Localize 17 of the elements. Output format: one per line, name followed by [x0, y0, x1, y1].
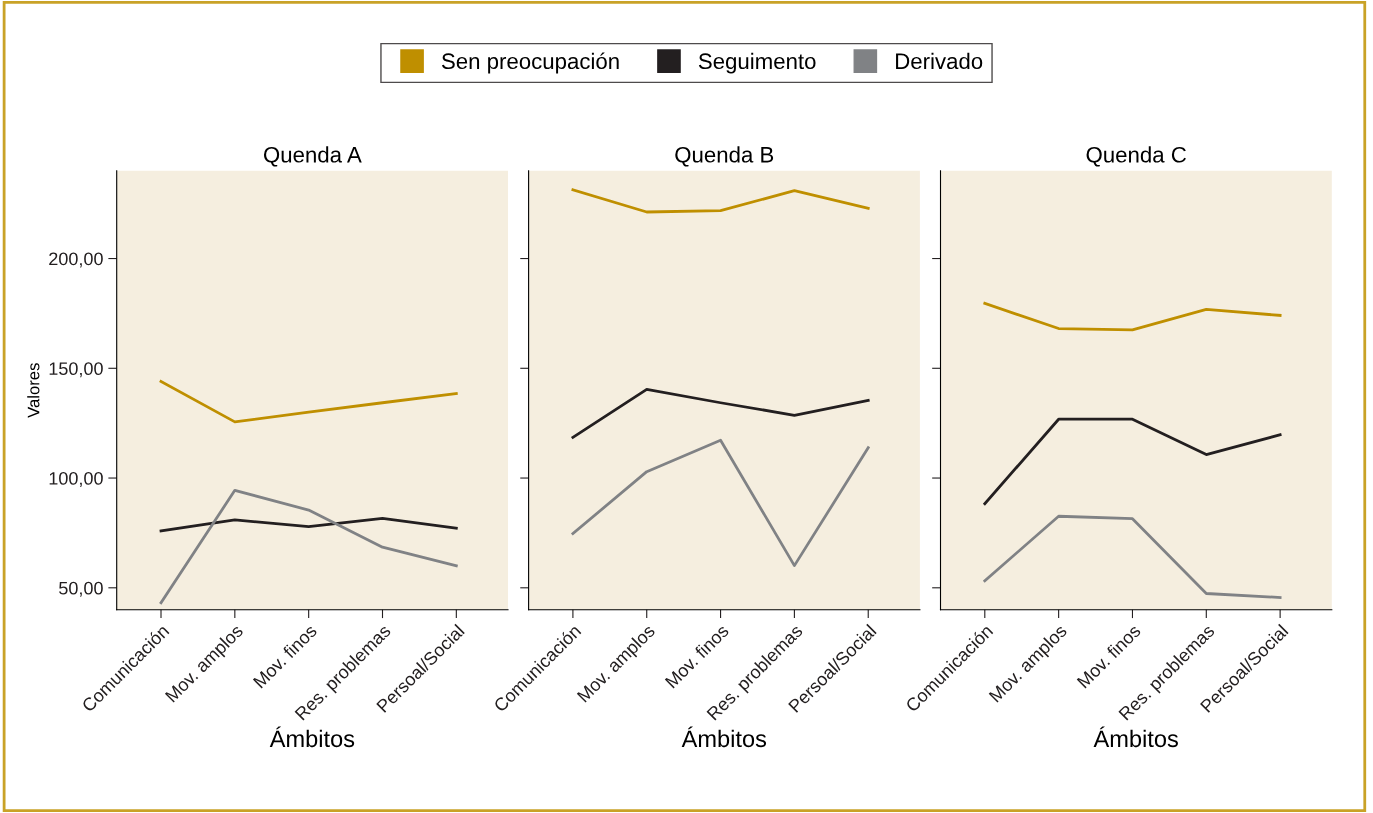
legend-label: Seguimento [698, 52, 816, 74]
line-series [159, 488, 458, 605]
y-axis-title: Valores [27, 363, 40, 418]
y-tick-label: 50,00 [59, 581, 103, 597]
y-tick-label: 200,00 [49, 252, 103, 268]
y-tick-label: 100,00 [49, 471, 103, 487]
chart-title: Quenda C [1086, 146, 1186, 167]
line-series [159, 380, 458, 424]
y-tick-label: 150,00 [49, 362, 103, 378]
line-series [159, 517, 458, 533]
chart-title: Quenda B [675, 146, 774, 167]
chart-title: Quenda A [263, 146, 362, 167]
x-axis-title: Ámbitos [681, 726, 767, 748]
legend-label: Sen preocupación [441, 52, 619, 74]
x-axis-title: Ámbitos [269, 726, 355, 748]
legend-label: Derivado [896, 52, 983, 70]
x-axis-title: Ámbitos [1093, 726, 1178, 748]
